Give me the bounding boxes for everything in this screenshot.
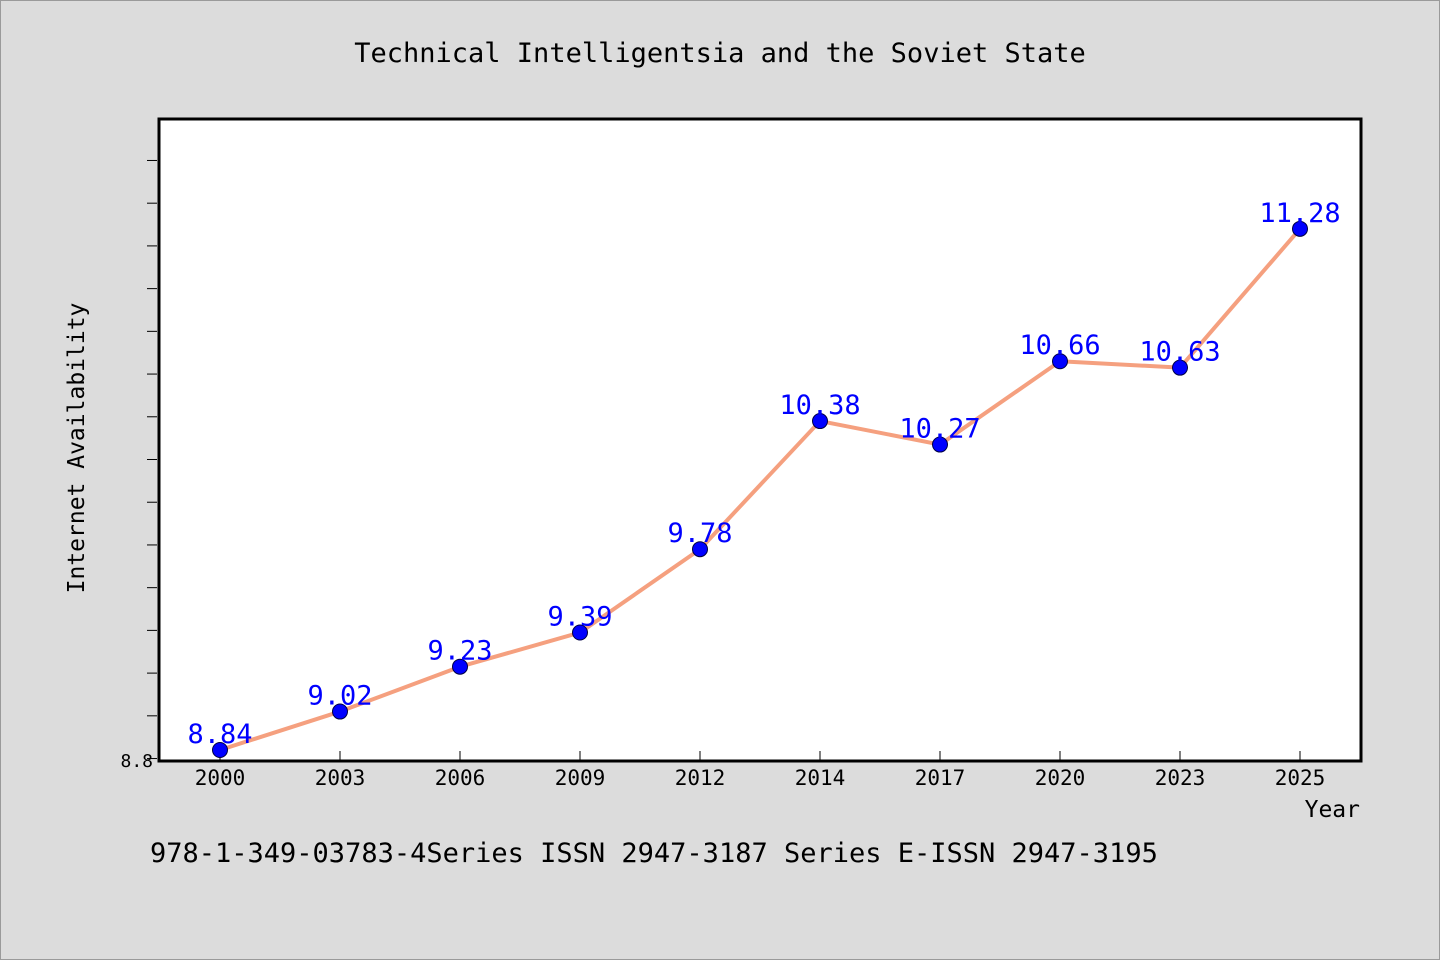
series-line [219, 227, 1302, 752]
data-point-marker [212, 742, 228, 758]
x-tick-label: 2012 [675, 766, 726, 790]
data-point-marker [332, 703, 348, 720]
x-tick-label: 2006 [435, 766, 486, 790]
data-point-marker [572, 624, 588, 641]
x-tick-label: 2014 [795, 766, 846, 790]
x-tick-label: 2023 [1155, 766, 1206, 790]
data-point-marker [1292, 220, 1308, 237]
data-point-marker [932, 436, 948, 453]
footer-isbn-text: 978-1-349-03783-4Series ISSN 2947-3187 S… [150, 838, 1158, 869]
data-point-marker [452, 658, 468, 675]
x-tick-label: 2000 [195, 766, 246, 790]
data-label: 10.66 [1019, 330, 1100, 361]
y-tick-label: 8.8 [120, 751, 153, 772]
plot-area [157, 117, 1363, 763]
data-labels: 8.84 9.02 9.23 9.39 9.78 10.38 10.27 10.66 10.63… [187, 198, 1340, 750]
x-tick-label: 2020 [1035, 766, 1086, 790]
data-label: 10.63 [1139, 337, 1220, 368]
data-label: 10.27 [899, 414, 980, 445]
y-axis-label: Internet Availability [64, 303, 90, 594]
data-point-marker [812, 413, 828, 430]
x-axis-ticks: 2000 2003 2006 2009 2012 2014 2017 2020 2023 2025 [195, 751, 1326, 790]
data-point-marker [692, 541, 708, 558]
data-label: 9.39 [547, 602, 612, 633]
data-label: 9.78 [667, 518, 732, 549]
data-point-marker [1172, 359, 1188, 376]
data-label: 11.28 [1259, 198, 1340, 229]
x-tick-label: 2009 [555, 766, 606, 790]
data-label: 9.02 [307, 681, 372, 712]
data-label: 9.23 [427, 636, 492, 667]
series-markers [212, 220, 1308, 758]
data-label: 8.84 [187, 719, 252, 750]
chart-title: Technical Intelligentsia and the Soviet … [354, 38, 1086, 69]
data-label: 10.38 [779, 390, 860, 421]
y-axis-ticks [147, 159, 157, 760]
x-tick-label: 2003 [315, 766, 366, 790]
x-axis-label: Year [1305, 797, 1360, 823]
x-tick-label: 2025 [1275, 766, 1326, 790]
x-tick-label: 2017 [915, 766, 966, 790]
data-point-marker [1052, 353, 1068, 370]
